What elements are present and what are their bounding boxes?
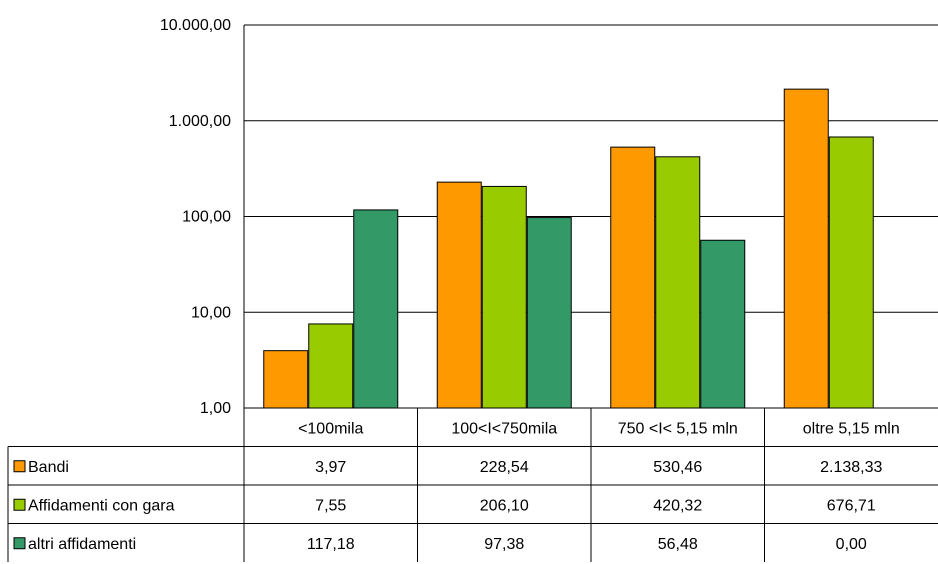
bar <box>610 146 656 409</box>
bar <box>828 136 874 409</box>
bar <box>263 350 309 409</box>
bar <box>308 323 354 409</box>
y-tick-label: 100,00 <box>182 209 231 226</box>
data-label: 0,00 <box>836 536 867 553</box>
x-tick-label: oltre 5,15 mln <box>803 420 900 437</box>
legend-label: altri affidamenti <box>28 536 136 553</box>
data-label: 3,97 <box>315 459 346 476</box>
y-tick-label: 1.000,00 <box>169 113 231 130</box>
bar <box>783 88 829 409</box>
data-label: 228,54 <box>480 459 529 476</box>
bar <box>700 239 746 409</box>
x-tick-label: 750 <I< 5,15 mln <box>618 420 738 437</box>
y-tick-label: 10.000,00 <box>160 17 231 34</box>
data-table: <100mila 100<I<750mila 750 <I< 5,15 mln olt… <box>7 407 938 562</box>
bar <box>481 185 527 409</box>
data-label: 56,48 <box>658 536 698 553</box>
data-label: 530,46 <box>653 459 702 476</box>
bar <box>436 181 482 409</box>
y-tick-label: 10,00 <box>191 304 231 321</box>
bar <box>526 217 572 409</box>
y-axis-tick-labels: 1,00 10,00 100,00 1.000,00 10.000,00 <box>160 17 231 417</box>
data-label: 206,10 <box>480 497 529 514</box>
legend-swatch <box>13 537 26 550</box>
bar <box>655 156 701 409</box>
data-label: 676,71 <box>827 497 876 514</box>
legend-swatch <box>13 498 26 511</box>
x-tick-label: <100mila <box>298 420 363 437</box>
data-label: 2.138,33 <box>820 459 882 476</box>
legend-label: Affidamenti con gara <box>28 497 175 514</box>
x-tick-label: 100<I<750mila <box>451 420 557 437</box>
legend-swatch <box>13 460 26 473</box>
bars <box>263 88 874 409</box>
data-label: 420,32 <box>653 497 702 514</box>
data-label: 117,18 <box>307 536 355 553</box>
legend-label: Bandi <box>28 459 69 476</box>
y-tick-label: 1,00 <box>200 400 231 417</box>
data-label: 97,38 <box>484 536 524 553</box>
data-label: 7,55 <box>315 497 346 514</box>
bar <box>353 209 399 409</box>
